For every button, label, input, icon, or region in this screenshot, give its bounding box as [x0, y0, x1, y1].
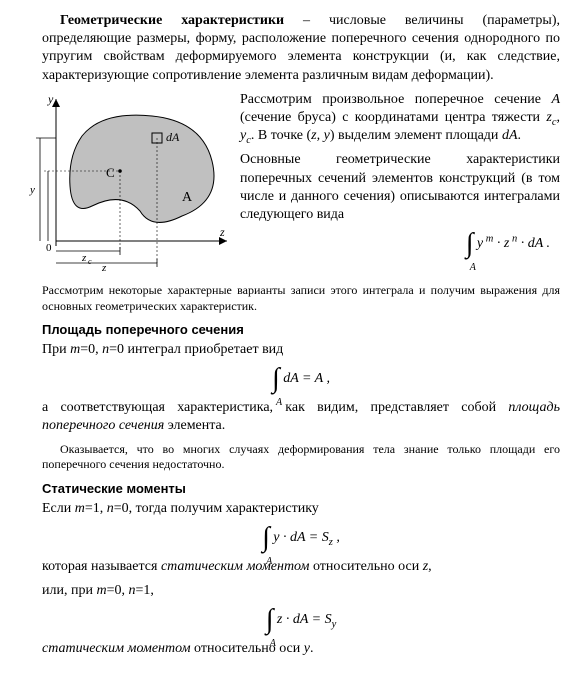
area-formula-body: dA = A ,: [280, 371, 330, 386]
page: Геометрические характеристики – числовые…: [0, 0, 582, 676]
area-p3: Оказывается, что во многих случаях дефор…: [42, 442, 560, 473]
static-p4: статическим моментом относительно оси y.: [42, 640, 560, 658]
dim-y: y: [29, 184, 35, 196]
sec1-p1: Рассмотрим произвольное поперечное сечен…: [240, 91, 560, 146]
figure-side-text: Рассмотрим произвольное поперечное сечен…: [240, 91, 560, 264]
origin-label: 0: [46, 242, 52, 254]
area-p2: а соответствующая характеристика, как ви…: [42, 399, 560, 435]
figure: y z 0 C dA A y z: [22, 91, 232, 277]
cross-section-svg: y z 0 C dA A y z: [22, 91, 232, 271]
axis-y-label: y: [47, 92, 54, 106]
static-formula2-body: z · dA = Sy: [273, 612, 336, 627]
centroid-label: C: [106, 165, 115, 180]
area-p1: При m=0, n=0 интеграл приобретает вид: [42, 341, 560, 359]
area-heading: Площадь поперечного сечения: [42, 322, 560, 339]
intro-paragraph: Геометрические характеристики – числовые…: [42, 12, 560, 85]
static-p1: Если m=1, n=0, тогда получим характерист…: [42, 500, 560, 518]
static-formula1-body: y · dA = Sz ,: [270, 530, 340, 545]
static-formula-1: ∫A y · dA = Sz ,: [42, 524, 560, 552]
static-heading: Статические моменты: [42, 481, 560, 498]
svg-text:c: c: [88, 257, 92, 266]
area-A-label: A: [182, 190, 193, 205]
dim-zc: z: [81, 252, 87, 264]
axis-z-label: z: [219, 225, 225, 239]
sec1-formula: ∫A y m · z n · dA .: [240, 230, 560, 258]
intro-term: Геометрические характеристики: [60, 13, 284, 28]
static-p3: или, при m=0, n=1,: [42, 582, 560, 600]
dim-z: z: [101, 262, 107, 271]
static-p2: которая называется статическим моментом …: [42, 558, 560, 576]
area-formula: ∫A dA = A ,: [42, 365, 560, 393]
sec1-formula-body: y m · z n · dA .: [473, 236, 550, 251]
dA-label: dA: [166, 130, 180, 144]
figure-text-wrap: y z 0 C dA A y z: [22, 91, 560, 277]
static-formula-2: ∫A z · dA = Sy: [42, 606, 560, 634]
sec1-p2: Основные геометрические характеристики п…: [240, 151, 560, 224]
bridge-paragraph: Рассмотрим некоторые характерные вариант…: [42, 283, 560, 314]
